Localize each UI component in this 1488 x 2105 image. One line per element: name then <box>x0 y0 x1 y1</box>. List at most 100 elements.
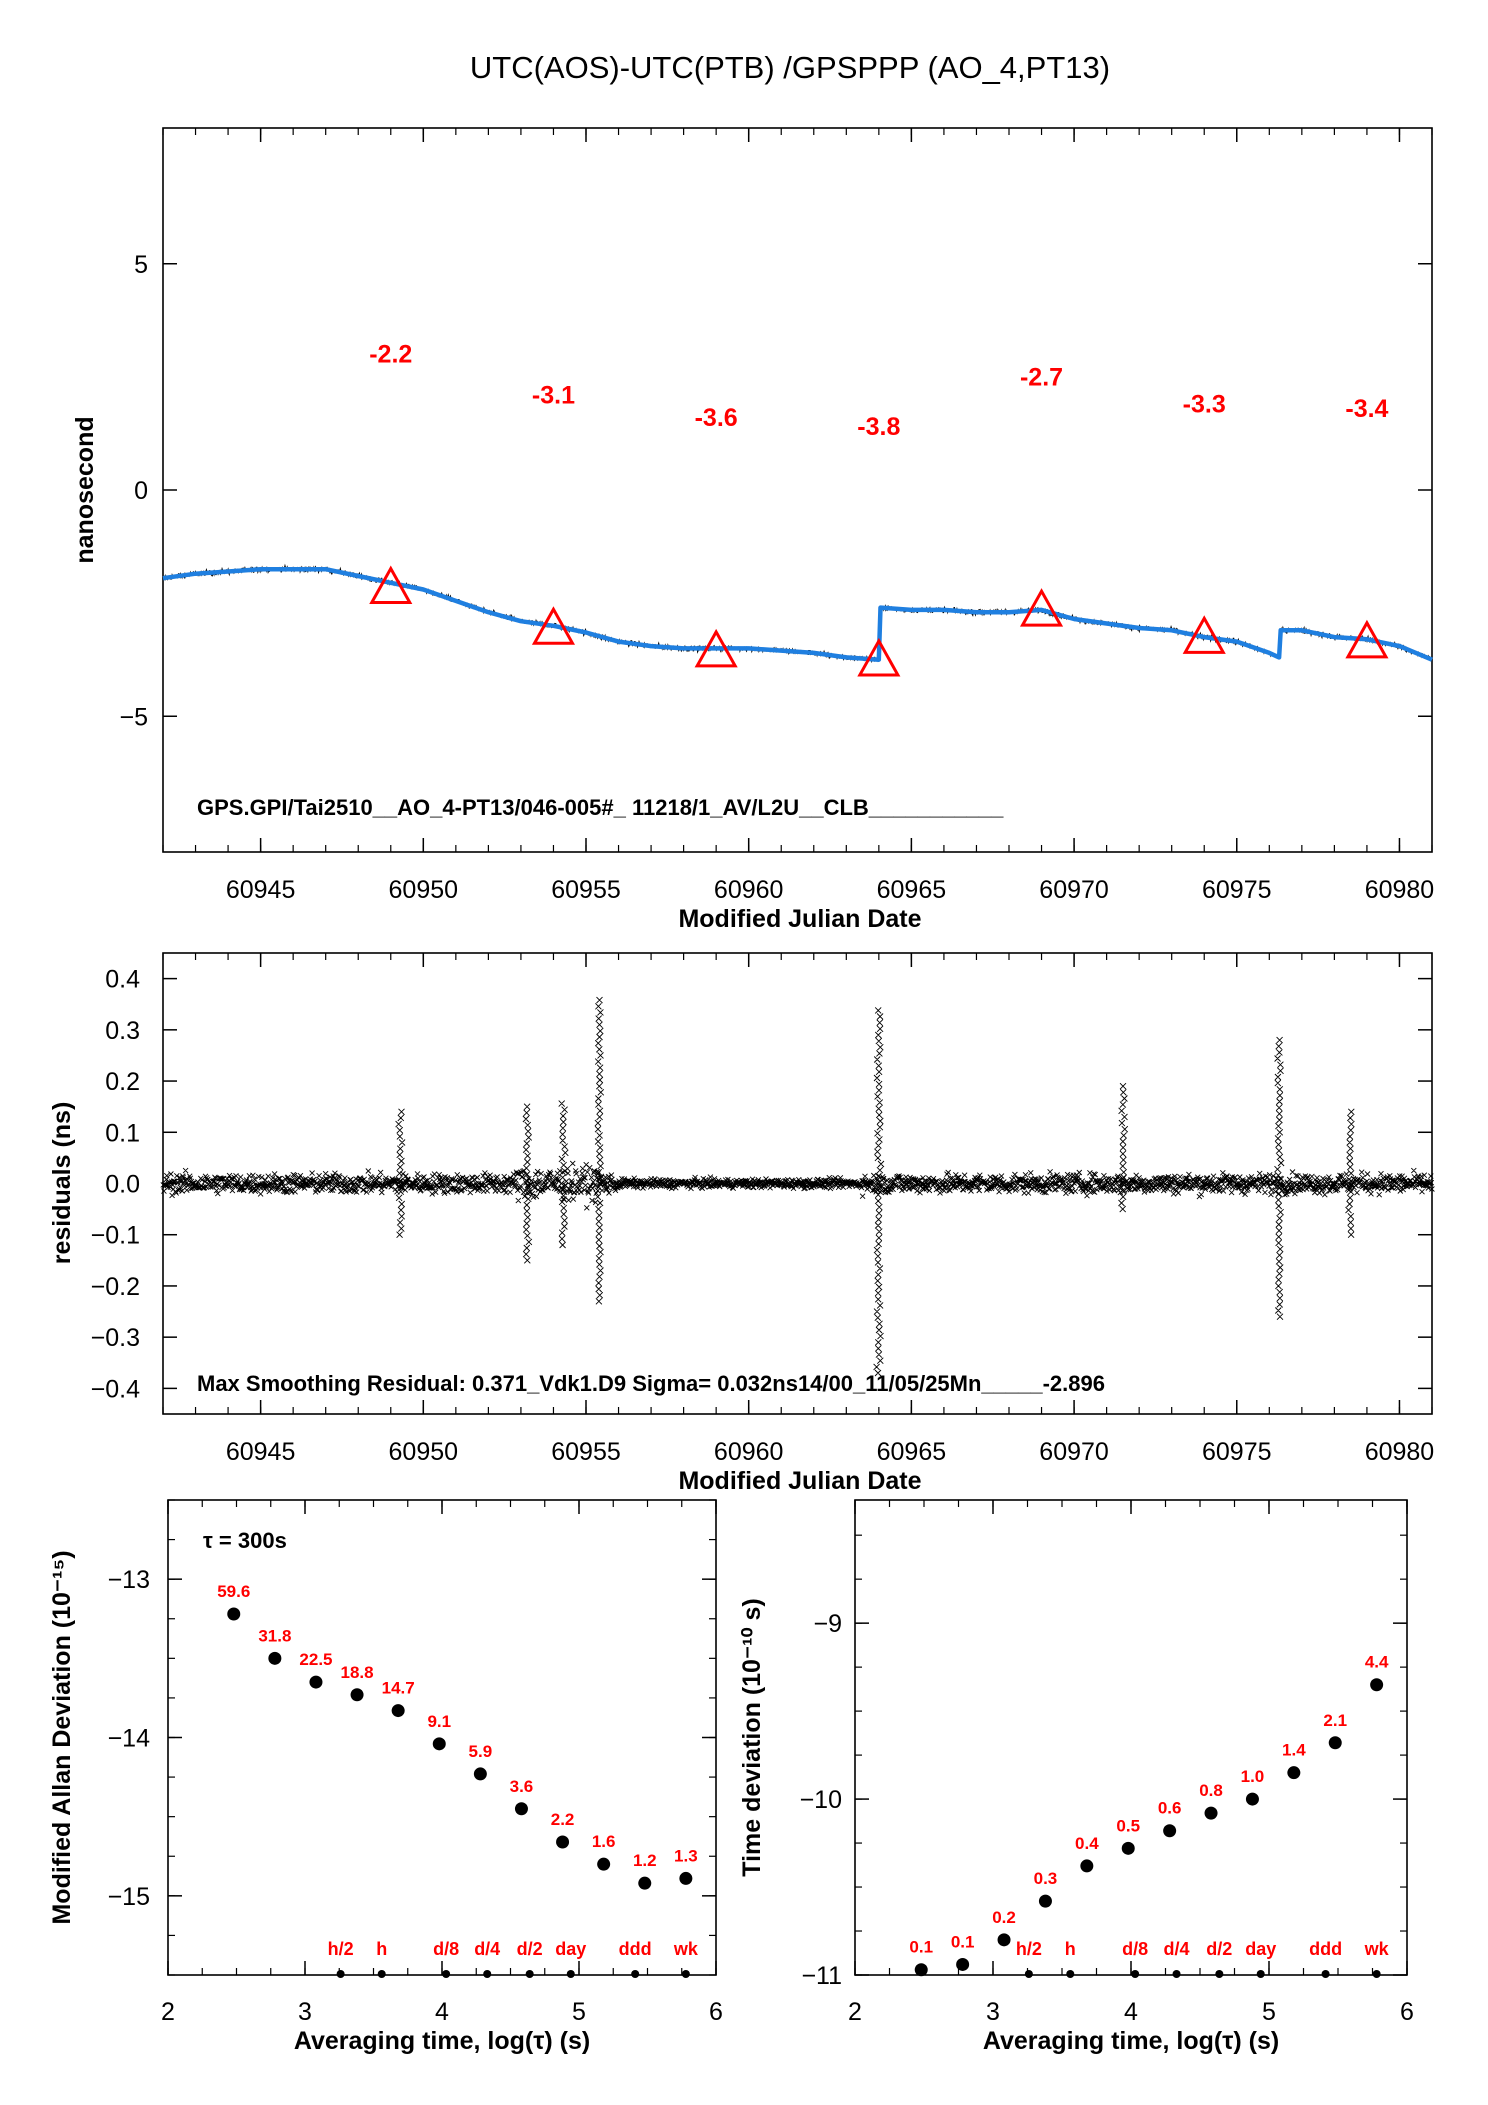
tdev-point <box>1204 1806 1218 1820</box>
mdev-xtick-label: 5 <box>572 1998 586 2026</box>
tdev-ytick-label: −11 <box>801 1962 842 1990</box>
res-ytick-label: −0.2 <box>91 1273 140 1301</box>
mdev-point <box>514 1802 528 1816</box>
residuals-panel: 60945 60950 60955 60960 60965 60970 60975 60980… <box>48 952 1435 1495</box>
res-xtick-label: 60965 <box>877 1438 947 1466</box>
mdev-point <box>556 1835 570 1849</box>
mdev-time-marker-label: d/2 <box>517 1939 543 1959</box>
tdev-point-label: 0.4 <box>1075 1834 1099 1853</box>
tdev-point-label: 2.1 <box>1323 1711 1347 1730</box>
ts-xtick-label: 60950 <box>389 876 459 904</box>
ts-marker-triangle <box>531 606 576 645</box>
mdev-time-marker <box>377 1970 386 1978</box>
tdev-time-marker-label: d/2 <box>1206 1939 1232 1959</box>
tdev-point <box>1080 1859 1094 1873</box>
tdev-time-marker <box>1066 1970 1075 1978</box>
mdev-point-label: 9.1 <box>427 1712 451 1731</box>
mdev-tau-note: τ = 300s <box>203 1528 287 1553</box>
tdev-xlabel: Averaging time, log(τ) (s) <box>983 2027 1279 2055</box>
mdev-frame <box>167 1499 717 1976</box>
res-ytick-label: −0.1 <box>91 1222 140 1250</box>
res-xtick-label: 60960 <box>714 1438 784 1466</box>
mdev-time-marker <box>336 1970 345 1978</box>
mdev-point-label: 22.5 <box>299 1650 332 1669</box>
mdev-xlabel: Averaging time, log(τ) (s) <box>294 2027 590 2055</box>
tdev-point <box>1163 1824 1177 1838</box>
mdev-point-label: 31.8 <box>258 1626 291 1645</box>
mdev-time-marker-label: d/8 <box>433 1939 459 1959</box>
mdev-xtick-label: 2 <box>161 1998 175 2026</box>
mdev-point-label: 1.3 <box>674 1846 698 1865</box>
tdev-point-label: 0.3 <box>1034 1869 1058 1888</box>
mdev-time-marker <box>631 1970 640 1978</box>
tdev-time-marker <box>1215 1970 1224 1978</box>
mdev-point-label: 1.2 <box>633 1851 657 1870</box>
tdev-point-label: 0.2 <box>992 1908 1016 1927</box>
tdev-time-marker <box>1131 1970 1140 1978</box>
tdev-xtick-label: 6 <box>1400 1998 1414 2026</box>
tdev-ytick-label: −10 <box>800 1786 842 1814</box>
tdev-point-label: 0.8 <box>1199 1781 1223 1800</box>
tdev-point <box>914 1963 928 1977</box>
res-xlabel: Modified Julian Date <box>678 1467 921 1495</box>
mdev-xtick-label: 4 <box>435 1998 449 2026</box>
ts-ytick-label: 0 <box>134 477 148 505</box>
tdev-point <box>997 1933 1011 1947</box>
tdev-frame <box>854 1499 1408 1976</box>
tdev-point-label: 0.5 <box>1116 1816 1140 1835</box>
tdev-xtick-label: 2 <box>848 1998 862 2026</box>
mdev-time-marker-label: ddd <box>619 1939 652 1959</box>
tdev-time-marker <box>1256 1970 1265 1978</box>
res-ytick-label: 0.3 <box>105 1017 140 1045</box>
mdev-ytick-label: −13 <box>108 1566 150 1594</box>
tdev-time-marker-label: h <box>1065 1939 1076 1959</box>
tdev-point-label: 1.0 <box>1241 1767 1265 1786</box>
res-ytick-label: −0.3 <box>91 1324 140 1352</box>
res-ytick-label: 0.4 <box>105 966 140 994</box>
mdev-time-marker <box>442 1970 451 1978</box>
mdev-point <box>227 1607 241 1621</box>
ts-xtick-label: 60955 <box>551 876 621 904</box>
mdev-point <box>309 1675 323 1689</box>
tdev-time-marker-label: day <box>1245 1939 1276 1959</box>
ts-marker-label: -3.6 <box>695 404 738 432</box>
tdev-time-marker <box>1321 1970 1330 1978</box>
mdev-point <box>432 1737 446 1751</box>
res-xtick-label: 60945 <box>226 1438 296 1466</box>
mdev-point <box>638 1876 652 1890</box>
res-spike <box>558 1100 569 1249</box>
res-ytick-label: 0.2 <box>105 1068 140 1096</box>
ts-ylabel: nanosecond <box>71 416 99 563</box>
res-spike <box>522 1103 533 1264</box>
ts-marker-triangle <box>1345 619 1389 659</box>
mdev-xtick-label: 3 <box>298 1998 312 2026</box>
mdev-time-marker-label: d/4 <box>474 1939 500 1959</box>
mdev-xtick-label: 6 <box>709 1998 723 2026</box>
mdev-point-label: 1.6 <box>592 1832 616 1851</box>
ts-ytick-label: 5 <box>134 251 148 279</box>
ts-xtick-label: 60945 <box>226 876 296 904</box>
figure-title: UTC(AOS)-UTC(PTB) /GPSPPP (AO_4,PT13) <box>470 50 1110 85</box>
ts-xtick-label: 60960 <box>714 876 784 904</box>
ts-marker-label: -3.4 <box>1345 395 1388 423</box>
tdev-time-marker-label: d/8 <box>1122 1939 1148 1959</box>
ts-marker-label: -2.2 <box>369 341 412 369</box>
ts-annotation: GPS.GPI/Tai2510__AO_4-PT13/046-005#_ 112… <box>197 795 1004 820</box>
res-ytick-label: 0.1 <box>105 1119 140 1147</box>
tdev-point-label: 0.1 <box>951 1932 975 1951</box>
mdev-time-marker-label: h <box>376 1939 387 1959</box>
mdev-point-label: 3.6 <box>510 1777 534 1796</box>
res-spike <box>1345 1108 1355 1239</box>
res-ytick-label: 0.0 <box>105 1171 140 1199</box>
mdev-time-marker-label: day <box>555 1939 586 1959</box>
ts-marker-triangle <box>369 565 413 605</box>
ts-ytick-label: −5 <box>119 703 148 731</box>
res-xtick-label: 60950 <box>389 1438 459 1466</box>
ts-xtick-label: 60975 <box>1202 876 1272 904</box>
tdev-xtick-label: 5 <box>1262 1998 1276 2026</box>
ts-marker-label: -3.3 <box>1183 390 1226 418</box>
mdev-point-label: 14.7 <box>382 1679 415 1698</box>
ts-marker-triangle <box>1019 588 1064 627</box>
tdev-time-marker-label: d/4 <box>1164 1939 1190 1959</box>
